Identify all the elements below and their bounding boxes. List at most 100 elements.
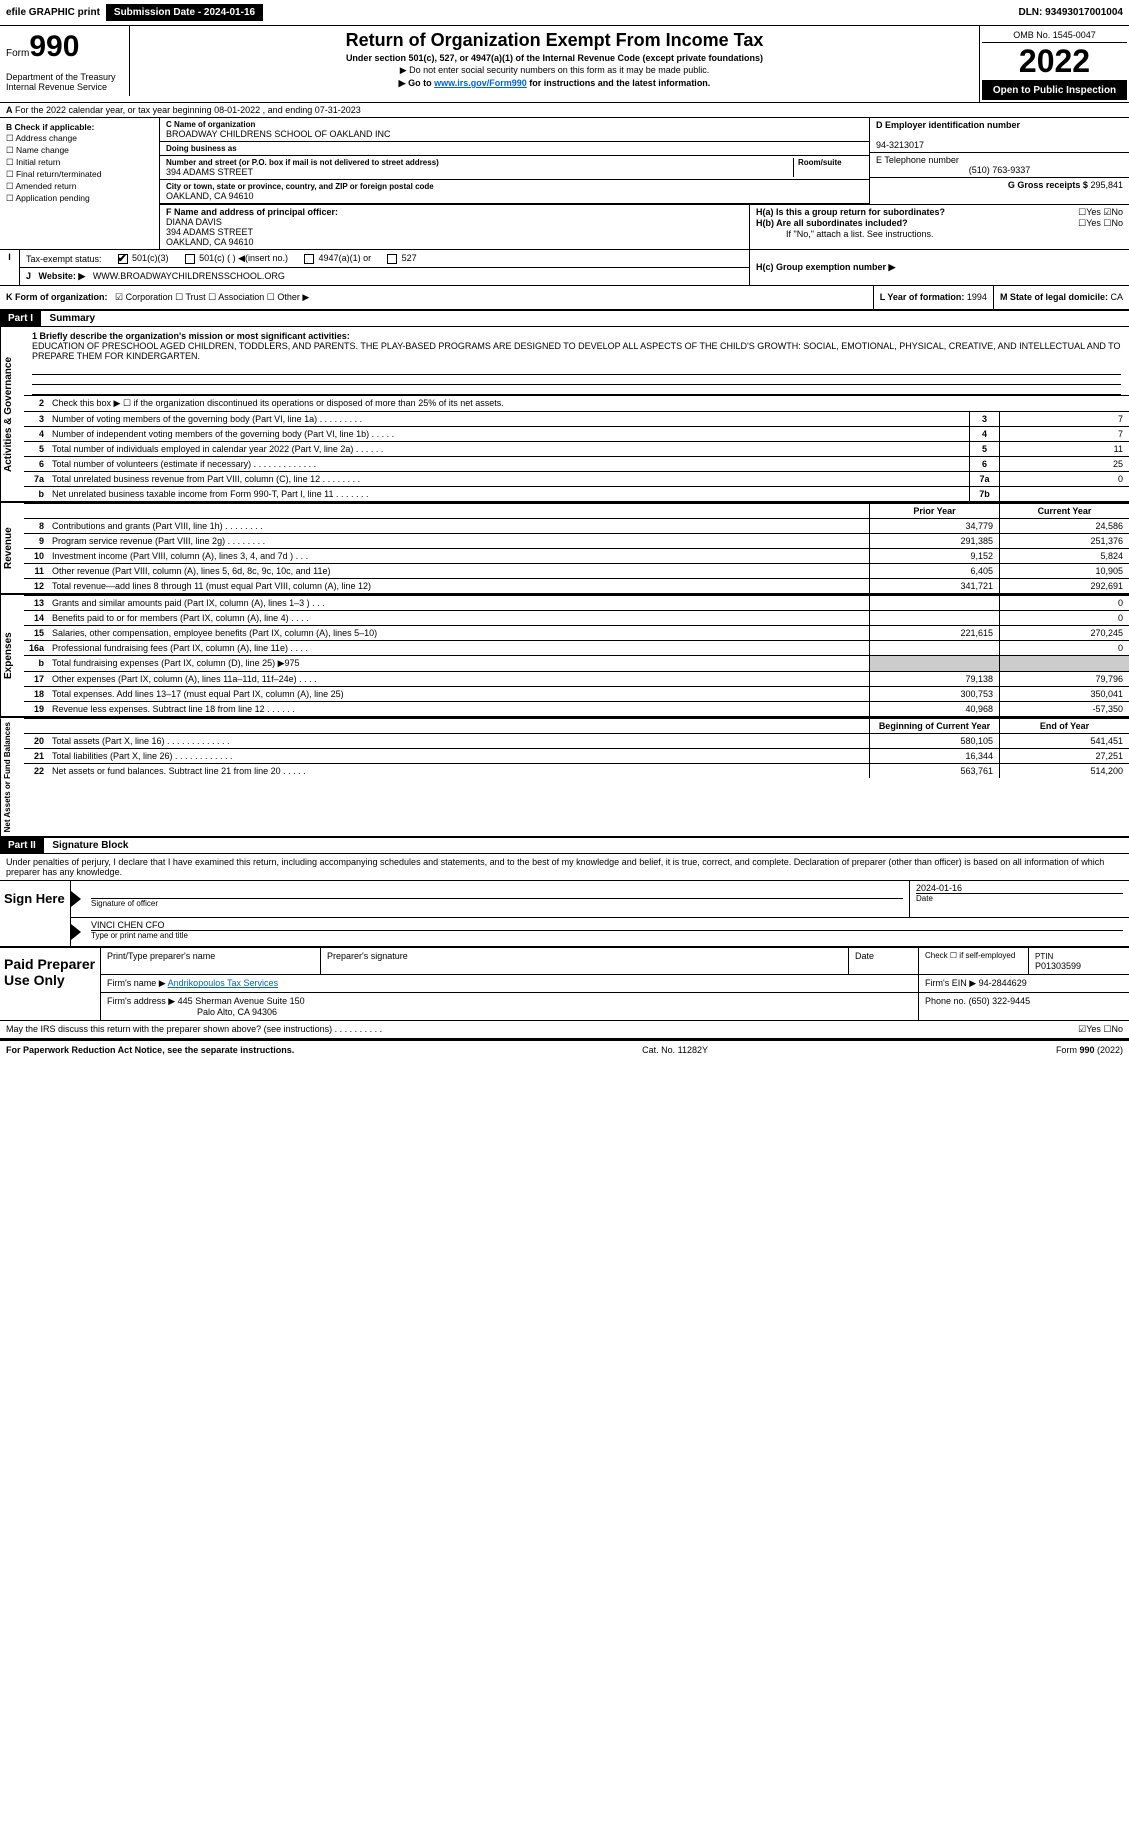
tel-cell: E Telephone number (510) 763-9337	[870, 153, 1129, 178]
preparer-date-hdr: Date	[849, 948, 919, 974]
revenue-row: 12Total revenue—add lines 8 through 11 (…	[24, 578, 1129, 593]
form-number: 990	[29, 30, 79, 63]
arrow-icon	[71, 924, 81, 940]
irs-link[interactable]: www.irs.gov/Form990	[434, 78, 527, 88]
ein-cell: D Employer identification number 94-3213…	[870, 118, 1129, 153]
date-label: Date	[916, 893, 1123, 903]
arrow-icon	[71, 891, 81, 907]
right-col-top: D Employer identification number 94-3213…	[869, 118, 1129, 204]
org-info-row: B Check if applicable: ☐ Address change …	[0, 118, 1129, 250]
527-checkbox[interactable]	[387, 254, 397, 264]
expense-row: 19Revenue less expenses. Subtract line 1…	[24, 701, 1129, 716]
revenue-section: Revenue Prior Year Current Year 8Contrib…	[0, 503, 1129, 595]
firm-name-cell: Firm's name ▶ Andrikopoulos Tax Services	[101, 975, 919, 992]
firm-ein-cell: Firm's EIN ▶ 94-2844629	[919, 975, 1129, 992]
gov-row: 3Number of voting members of the governi…	[24, 411, 1129, 426]
mission-line	[32, 385, 1121, 395]
expenses-vlabel: Expenses	[0, 595, 24, 716]
city-cell: City or town, state or province, country…	[160, 180, 869, 204]
governance-section: Activities & Governance 1 Briefly descri…	[0, 327, 1129, 503]
mission-line	[32, 375, 1121, 385]
paid-preparer-label: Paid Preparer Use Only	[0, 948, 100, 1020]
ktype-row: K Form of organization: ☑ Corporation ☐ …	[0, 286, 1129, 311]
sign-date: 2024-01-16	[916, 883, 1123, 893]
paperwork-notice: For Paperwork Reduction Act Notice, see …	[6, 1045, 294, 1055]
header-right: OMB No. 1545-0047 2022 Open to Public In…	[979, 26, 1129, 102]
penalty-statement: Under penalties of perjury, I declare th…	[0, 854, 1129, 880]
l-year-formation: L Year of formation: 1994	[873, 286, 993, 309]
submission-date-button[interactable]: Submission Date - 2024-01-16	[106, 4, 263, 21]
hc-cell: H(c) Group exemption number ▶	[749, 250, 1129, 285]
dba-cell: Doing business as	[160, 142, 869, 156]
gov-row: 6Total number of volunteers (estimate if…	[24, 456, 1129, 471]
self-employed-check: Check ☐ if self-employed	[919, 948, 1029, 974]
status-website-row: I Tax-exempt status: 501(c)(3) 501(c) ( …	[0, 250, 1129, 286]
i-label: I	[0, 250, 20, 285]
net-vlabel: Net Assets or Fund Balances	[0, 718, 24, 836]
org-block: C Name of organization BROADWAY CHILDREN…	[160, 118, 1129, 249]
sig-officer-label: Signature of officer	[91, 899, 903, 908]
firm-phone-cell: Phone no. (650) 322-9445	[919, 993, 1129, 1020]
revenue-row: 10Investment income (Part VIII, column (…	[24, 548, 1129, 563]
net-row: 20Total assets (Part X, line 16) . . . .…	[24, 733, 1129, 748]
preparer-sig-hdr: Preparer's signature	[321, 948, 849, 974]
expense-row: bTotal fundraising expenses (Part IX, co…	[24, 655, 1129, 671]
discuss-answer: ☑Yes ☐No	[1078, 1024, 1123, 1035]
group-return-cell: H(a) Is this a group return for subordin…	[749, 205, 1129, 249]
omb-number: OMB No. 1545-0047	[982, 28, 1127, 43]
part1-header: Part I Summary	[0, 311, 1129, 327]
header-center: Return of Organization Exempt From Incom…	[130, 26, 979, 102]
ptin-cell: PTIN P01303599	[1029, 948, 1129, 974]
net-col-hdr: Beginning of Current Year End of Year	[24, 718, 1129, 733]
expenses-section: Expenses 13Grants and similar amounts pa…	[0, 595, 1129, 718]
page-footer: For Paperwork Reduction Act Notice, see …	[0, 1040, 1129, 1059]
cat-no: Cat. No. 11282Y	[642, 1045, 708, 1055]
governance-vlabel: Activities & Governance	[0, 327, 24, 501]
officer-cell: F Name and address of principal officer:…	[160, 205, 749, 249]
revenue-row: 11Other revenue (Part VIII, column (A), …	[24, 563, 1129, 578]
expense-row: 16aProfessional fundraising fees (Part I…	[24, 640, 1129, 655]
form-ref: Form 990 (2022)	[1056, 1045, 1123, 1055]
form-prefix: Form	[6, 48, 29, 59]
501c3-checkbox[interactable]	[118, 254, 128, 264]
open-to-public: Open to Public Inspection	[982, 81, 1127, 100]
k-form-type: K Form of organization: ☑ Corporation ☐ …	[0, 286, 873, 309]
gov-row: 5Total number of individuals employed in…	[24, 441, 1129, 456]
gross-cell: G Gross receipts $ 295,841	[870, 178, 1129, 192]
goto-note: ▶ Go to www.irs.gov/Form990 for instruct…	[140, 78, 969, 89]
tax-status-row: Tax-exempt status: 501(c)(3) 501(c) ( ) …	[20, 250, 749, 268]
4947-checkbox[interactable]	[304, 254, 314, 264]
gov-row: 2Check this box ▶ ☐ if the organization …	[24, 395, 1129, 411]
org-name-cell: C Name of organization BROADWAY CHILDREN…	[160, 118, 869, 142]
preparer-name-hdr: Print/Type preparer's name	[101, 948, 321, 974]
efile-label: efile GRAPHIC print	[6, 7, 100, 18]
501c-checkbox[interactable]	[185, 254, 195, 264]
expense-row: 15Salaries, other compensation, employee…	[24, 625, 1129, 640]
revenue-row: 8Contributions and grants (Part VIII, li…	[24, 518, 1129, 533]
revenue-row: 9Program service revenue (Part VIII, lin…	[24, 533, 1129, 548]
m-state: M State of legal domicile: CA	[993, 286, 1129, 309]
form-title: Return of Organization Exempt From Incom…	[140, 30, 969, 51]
expense-row: 17Other expenses (Part IX, column (A), l…	[24, 671, 1129, 686]
gov-row: 7aTotal unrelated business revenue from …	[24, 471, 1129, 486]
ssn-note: ▶ Do not enter social security numbers o…	[140, 65, 969, 76]
discuss-row: May the IRS discuss this return with the…	[0, 1021, 1129, 1040]
sign-here-label: Sign Here	[0, 881, 70, 946]
topbar: efile GRAPHIC print Submission Date - 20…	[0, 0, 1129, 26]
website-row: J Website: ▶ WWW.BROADWAYCHILDRENSSCHOOL…	[20, 268, 749, 285]
paid-preparer-block: Paid Preparer Use Only Print/Type prepar…	[0, 947, 1129, 1021]
tax-year: 2022	[982, 43, 1127, 81]
sign-here-block: Sign Here Signature of officer 2024-01-1…	[0, 880, 1129, 947]
street-cell: Number and street (or P.O. box if mail i…	[160, 156, 869, 180]
firm-link[interactable]: Andrikopoulos Tax Services	[168, 978, 278, 988]
dln-label: DLN: 93493017001004	[1018, 7, 1123, 18]
net-row: 21Total liabilities (Part X, line 26) . …	[24, 748, 1129, 763]
officer-name: VINCI CHEN CFO	[91, 920, 1123, 930]
form-subtitle: Under section 501(c), 527, or 4947(a)(1)…	[140, 53, 969, 63]
box-b: B Check if applicable: ☐ Address change …	[0, 118, 160, 249]
expense-row: 18Total expenses. Add lines 13–17 (must …	[24, 686, 1129, 701]
net-assets-section: Net Assets or Fund Balances Beginning of…	[0, 718, 1129, 838]
net-row: 22Net assets or fund balances. Subtract …	[24, 763, 1129, 778]
gov-row: bNet unrelated business taxable income f…	[24, 486, 1129, 501]
department-label: Department of the Treasury Internal Reve…	[0, 68, 130, 96]
